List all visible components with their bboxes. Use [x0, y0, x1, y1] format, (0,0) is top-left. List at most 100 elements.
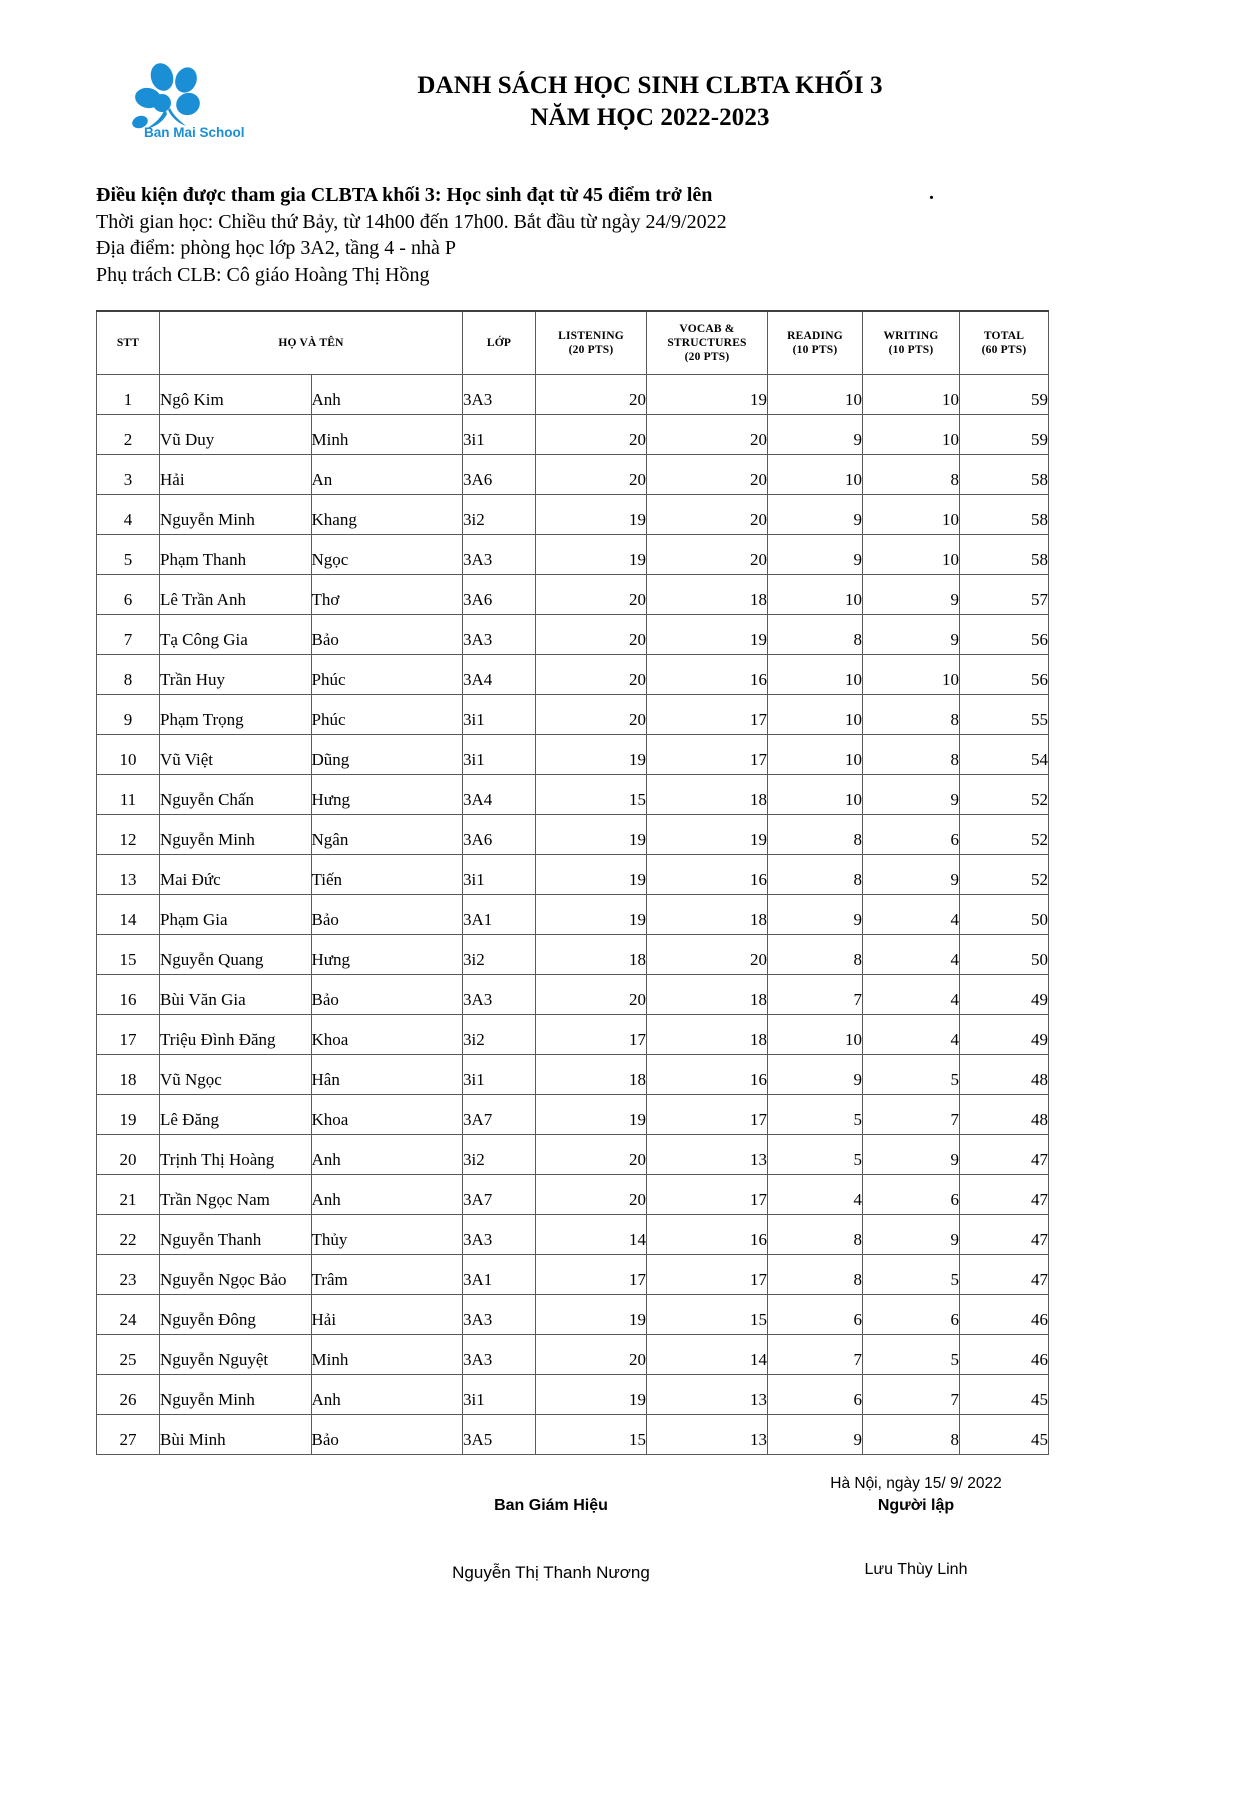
table-row-reading: 10	[767, 374, 863, 415]
table-row-listening: 17	[535, 1014, 647, 1055]
table-row-vocab: 17	[646, 1174, 768, 1215]
table-row-stt: 8	[96, 654, 160, 695]
table-row-writing: 8	[862, 694, 960, 735]
table-row-class: 3i1	[462, 694, 536, 735]
table-row-firstname: Nguyễn Đông	[159, 1294, 312, 1335]
table-row-writing: 5	[862, 1334, 960, 1375]
table-row-vocab: 17	[646, 1094, 768, 1135]
table-row-reading: 10	[767, 654, 863, 695]
table-row-stt: 11	[96, 774, 160, 815]
table-row-vocab: 20	[646, 934, 768, 975]
table-row: 15 Nguyễn Quang Hưng 3i2 18 20 8 4 50	[96, 934, 1049, 975]
signature-left-role: Ban Giám Hiệu	[494, 1497, 608, 1514]
col-header-reading: READING (10 PTS)	[767, 310, 863, 375]
table-row-stt: 27	[96, 1414, 160, 1455]
table-row-vocab: 20	[646, 414, 768, 455]
table-row-vocab: 19	[646, 374, 768, 415]
table-row-writing: 10	[862, 494, 960, 535]
table-row-writing: 6	[862, 1174, 960, 1215]
table-row: 5 Phạm Thanh Ngọc 3A3 19 20 9 10 58	[96, 534, 1049, 575]
signature-right-role: Người lập	[877, 1497, 955, 1514]
table-row-listening: 20	[535, 414, 647, 455]
table-row-listening: 20	[535, 974, 647, 1015]
table-row-firstname: Bùi Minh	[159, 1414, 312, 1455]
table-row-writing: 5	[862, 1054, 960, 1095]
table-row-class: 3A6	[462, 574, 536, 615]
table-row: 14 Phạm Gia Bảo 3A1 19 18 9 4 50	[96, 894, 1049, 935]
table-row-firstname: Nguyễn Quang	[159, 934, 312, 975]
table-row: 24 Nguyễn Đông Hải 3A3 19 15 6 6 46	[96, 1294, 1049, 1335]
table-row-firstname: Vũ Ngọc	[159, 1054, 312, 1095]
table-row: 19 Lê Đăng Khoa 3A7 19 17 5 7 48	[96, 1094, 1049, 1135]
table-row-writing: 9	[862, 854, 960, 895]
table-row-vocab: 16	[646, 1054, 768, 1095]
col-header-listening-line2: (20 PTS)	[568, 344, 614, 356]
table-row-firstname: Nguyễn Minh	[159, 494, 312, 535]
table-row-writing: 7	[862, 1374, 960, 1415]
info-incharge: Phụ trách CLB: Cô giáo Hoàng Thị Hồng	[96, 263, 430, 286]
table-row-listening: 15	[535, 1414, 647, 1455]
page-title: DANH SÁCH HỌC SINH CLBTA KHỐI 3 NĂM HỌC …	[0, 70, 1240, 134]
table-row-firstname: Trần Huy	[159, 654, 312, 695]
table-row-vocab: 13	[646, 1414, 768, 1455]
table-row-writing: 6	[862, 1294, 960, 1335]
table-row-vocab: 13	[646, 1134, 768, 1175]
table-row-reading: 7	[767, 974, 863, 1015]
table-row-firstname: Nguyễn Minh	[159, 814, 312, 855]
table-row-lastname: Hưng	[310, 934, 463, 975]
table-row-firstname: Nguyễn Thanh	[159, 1214, 312, 1255]
table-row-total: 47	[959, 1214, 1049, 1255]
table-row-vocab: 17	[646, 694, 768, 735]
table-row-listening: 20	[535, 614, 647, 655]
table-header-row: STT HỌ VÀ TÊN LỚP LISTENING (20 PTS) VOC…	[96, 310, 1049, 375]
table-row-firstname: Nguyễn Chấn	[159, 774, 312, 815]
table-row-lastname: Anh	[310, 1134, 463, 1175]
table-row-writing: 8	[862, 454, 960, 495]
table-row-reading: 8	[767, 1214, 863, 1255]
info-block: Điều kiện được tham gia CLBTA khối 3: Họ…	[96, 182, 1096, 288]
table-row-class: 3A6	[462, 454, 536, 495]
col-header-total-line1: TOTAL	[983, 330, 1025, 342]
table-row-lastname: Minh	[310, 414, 463, 455]
table-row-writing: 10	[862, 374, 960, 415]
table-body: 1 Ngô Kim Anh 3A3 20 19 10 10 59 2 Vũ Duy Minh 3i1 20…	[96, 374, 1049, 1455]
table-row-listening: 19	[535, 534, 647, 575]
table-row-total: 46	[959, 1294, 1049, 1335]
table-row: 9 Phạm Trọng Phúc 3i1 20 17 10 8 55	[96, 694, 1049, 735]
table-row: 12 Nguyễn Minh Ngân 3A6 19 19 8 6 52	[96, 814, 1049, 855]
table-row-lastname: Ngọc	[310, 534, 463, 575]
table-row: 27 Bùi Minh Bảo 3A5 15 13 9 8 45	[96, 1414, 1049, 1455]
table-row-firstname: Phạm Thanh	[159, 534, 312, 575]
table-row: 3 Hải An 3A6 20 20 10 8 58	[96, 454, 1049, 495]
table-row-lastname: Khoa	[310, 1094, 463, 1135]
col-header-writing: WRITING (10 PTS)	[862, 310, 960, 375]
table-row-writing: 4	[862, 934, 960, 975]
table-row-stt: 16	[96, 974, 160, 1015]
table-row-stt: 24	[96, 1294, 160, 1335]
table-row-firstname: Bùi Văn Gia	[159, 974, 312, 1015]
table-row-class: 3i1	[462, 854, 536, 895]
table-row-vocab: 19	[646, 814, 768, 855]
table-row-lastname: Anh	[310, 374, 463, 415]
info-condition: Điều kiện được tham gia CLBTA khối 3: Họ…	[96, 184, 713, 206]
table-row-stt: 13	[96, 854, 160, 895]
table-row-writing: 9	[862, 1214, 960, 1255]
table-row-writing: 10	[862, 414, 960, 455]
signature-place-date: Hà Nội, ngày 15/ 9/ 2022	[830, 1475, 1002, 1492]
table-row-class: 3A6	[462, 814, 536, 855]
table-row-reading: 10	[767, 454, 863, 495]
table-row-class: 3i2	[462, 934, 536, 975]
table-row-writing: 10	[862, 654, 960, 695]
table-row-firstname: Nguyễn Minh	[159, 1374, 312, 1415]
table-row: 16 Bùi Văn Gia Bảo 3A3 20 18 7 4 49	[96, 974, 1049, 1015]
table-row-firstname: Phạm Gia	[159, 894, 312, 935]
table-row-lastname: Trâm	[310, 1254, 463, 1295]
col-header-vocab-line1: VOCAB &	[679, 323, 735, 335]
table-row-lastname: Tiến	[310, 854, 463, 895]
col-header-listening: LISTENING (20 PTS)	[535, 310, 647, 375]
table-row-vocab: 17	[646, 1254, 768, 1295]
table-row-total: 52	[959, 774, 1049, 815]
table-row-reading: 8	[767, 854, 863, 895]
table-row-lastname: Dũng	[310, 734, 463, 775]
table-row-reading: 9	[767, 1054, 863, 1095]
